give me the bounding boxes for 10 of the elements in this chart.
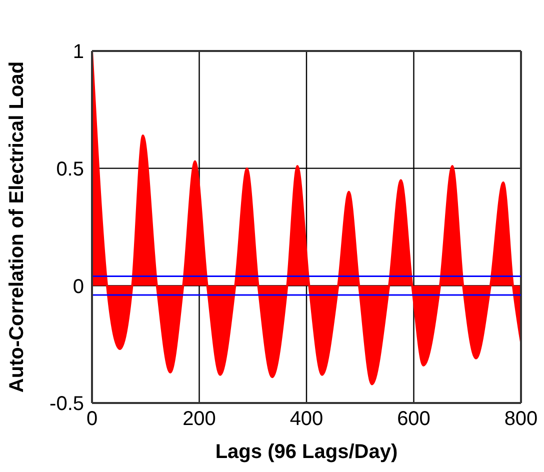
x-axis-title: Lags (96 Lags/Day) [215,441,398,463]
x-tick-label: 400 [290,408,324,430]
x-tick-label: 200 [182,408,216,430]
x-tick-label: 600 [397,408,430,430]
y-tick-label: 0.5 [56,158,84,180]
y-tick-label: -0.5 [50,393,84,416]
y-tick-label: 0 [72,276,84,298]
x-tick-label: 800 [504,408,538,430]
y-tick-label: 1 [72,41,84,64]
y-axis-title: Auto-Correlation of Electrical Load [6,61,28,393]
